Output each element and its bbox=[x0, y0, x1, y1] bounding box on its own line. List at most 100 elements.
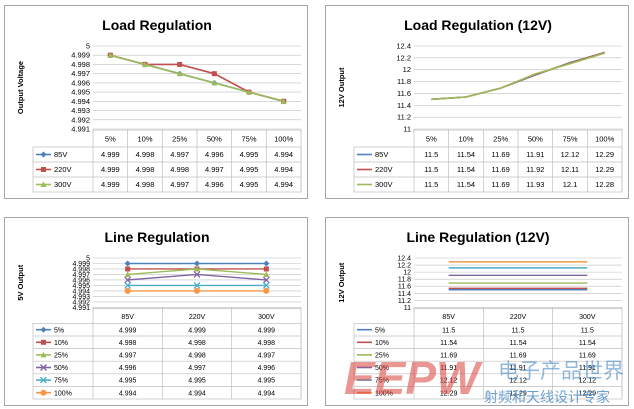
y-tick-label: 5 bbox=[86, 256, 90, 263]
table-cell: 12.29 bbox=[440, 390, 458, 397]
legend-label: 50% bbox=[54, 365, 68, 372]
table-cell: 4.996 bbox=[205, 150, 224, 159]
table-cell: 11.5 bbox=[581, 327, 594, 334]
table-cell: 4.994 bbox=[188, 390, 206, 397]
table-cell: 4.994 bbox=[274, 180, 293, 189]
y-tick-label: 5 bbox=[86, 42, 90, 51]
data-point bbox=[263, 287, 270, 294]
y-tick-label: 11.2 bbox=[397, 113, 411, 122]
table-cell: 11.54 bbox=[440, 340, 457, 347]
data-point bbox=[124, 281, 132, 289]
legend-label: 75% bbox=[54, 378, 68, 385]
chart-title: Line Regulation (12V) bbox=[406, 229, 549, 245]
legend-key bbox=[36, 326, 51, 333]
table-cell: 4.999 bbox=[101, 150, 120, 159]
table-cell: 4.999 bbox=[188, 327, 206, 334]
series-300V bbox=[431, 52, 605, 101]
y-tick-label: 11.6 bbox=[397, 89, 411, 98]
y-tick-label: 4.999 bbox=[71, 51, 90, 60]
chart-line-regulation: Line Regulation 5V Output 4.991 4.992 4.993 4… bbox=[4, 217, 308, 406]
data-point bbox=[263, 266, 269, 272]
y-tick-label: 11 bbox=[404, 305, 411, 312]
data-point bbox=[125, 266, 131, 272]
legend-key bbox=[36, 376, 51, 384]
x-tick-label: 300V bbox=[258, 314, 275, 321]
series-75% bbox=[124, 281, 270, 289]
x-tick-label: 50% bbox=[207, 135, 222, 144]
legend-key bbox=[36, 351, 51, 358]
data-point bbox=[124, 287, 131, 294]
data-point bbox=[211, 79, 218, 86]
series-line bbox=[431, 52, 605, 101]
data-point bbox=[194, 260, 200, 267]
table-cell: 11.69 bbox=[440, 353, 457, 360]
data-point bbox=[40, 151, 47, 158]
data-point bbox=[246, 89, 252, 95]
chart-line-regulation-12v: Line Regulation (12V) 12V Output 11 11.2 11.… bbox=[325, 217, 629, 406]
table-cell: 12.12 bbox=[509, 378, 527, 385]
watermark-cn-name: 电子产品世界 bbox=[498, 359, 624, 383]
legend-label: 300V bbox=[54, 180, 72, 189]
y-axis-label: Output Voltage bbox=[16, 61, 25, 114]
table-cell: 4.996 bbox=[258, 365, 276, 372]
y-tick-label: 4.998 bbox=[71, 60, 90, 69]
table-cell: 4.997 bbox=[258, 353, 276, 360]
y-axis-label: 12V Output bbox=[337, 262, 346, 303]
x-tick-label: 50% bbox=[528, 135, 543, 144]
chart-title: Line Regulation bbox=[105, 229, 210, 245]
chart-load-regulation-12v: Load Regulation (12V) 12V Output 11 11.2 11.… bbox=[325, 5, 629, 199]
data-point bbox=[194, 287, 200, 294]
data-table: 5% 10% 25% 50% 75% 100% 85V 11.5 11.54 11.69 11.91… bbox=[353, 129, 623, 193]
data-point bbox=[280, 98, 287, 104]
legend-key bbox=[36, 389, 51, 396]
data-point bbox=[107, 52, 114, 58]
x-tick-label: 75% bbox=[241, 135, 256, 144]
y-tick-label: 11.8 bbox=[397, 77, 411, 86]
legend-key bbox=[36, 167, 51, 172]
data-point bbox=[263, 260, 270, 267]
data-point bbox=[41, 167, 46, 172]
data-table: 5% 10% 25% 50% 75% 100% 85V 4.999 4.998 4.997 4.99… bbox=[32, 129, 302, 193]
legend-label: 100% bbox=[54, 390, 72, 397]
data-table: 85V 220V 300V 5% 4.999 4.999 4.999 10% 4.998 4.99… bbox=[32, 308, 302, 400]
table-border bbox=[32, 146, 302, 193]
data-point bbox=[193, 271, 201, 278]
table-cell: 11.93 bbox=[526, 180, 544, 189]
table-cell: 4.997 bbox=[205, 165, 224, 174]
data-point bbox=[176, 70, 183, 77]
y-tick-label: 4.991 bbox=[71, 125, 90, 134]
table-cell: 11.91 bbox=[510, 365, 527, 372]
data-point bbox=[193, 281, 201, 289]
data-point bbox=[41, 339, 46, 345]
table-cell: 4.994 bbox=[274, 165, 293, 174]
data-point bbox=[194, 265, 200, 272]
table-cell: 12.29 bbox=[595, 150, 614, 159]
y-tick-label: 4.996 bbox=[71, 78, 90, 87]
x-tick-label: 220V bbox=[510, 314, 527, 321]
legend-label: 300V bbox=[375, 180, 393, 189]
series-300V bbox=[107, 52, 287, 104]
table-cell: 11.92 bbox=[526, 165, 544, 174]
y-tick-label: 4.993 bbox=[71, 106, 90, 115]
y-tick-label: 12 bbox=[403, 65, 411, 74]
y-tick-label: 12.2 bbox=[396, 53, 411, 62]
data-table: 85V 220V 300V 5% 11.5 11.5 11.5 10% 11.54 11.54 11… bbox=[353, 308, 623, 400]
table-cell: 4.998 bbox=[136, 180, 155, 189]
y-tick-label: 4.994 bbox=[71, 97, 90, 106]
table-cell: 4.998 bbox=[170, 165, 189, 174]
legend-label: 5% bbox=[375, 327, 385, 334]
table-cell: 12.12 bbox=[561, 150, 580, 159]
data-point bbox=[40, 351, 47, 358]
watermark-logo: EEPW bbox=[344, 352, 483, 404]
legend-key bbox=[36, 151, 51, 158]
table-cell: 4.997 bbox=[119, 353, 137, 360]
table-cell: 11.5 bbox=[424, 180, 438, 189]
y-tick-label: 12.2 bbox=[397, 263, 411, 270]
legend-label: 85V bbox=[54, 150, 67, 159]
table-cell: 11.54 bbox=[457, 150, 475, 159]
table-cell: 4.994 bbox=[119, 390, 137, 397]
series-line bbox=[110, 54, 284, 103]
table-cell: 11.91 bbox=[579, 365, 596, 372]
